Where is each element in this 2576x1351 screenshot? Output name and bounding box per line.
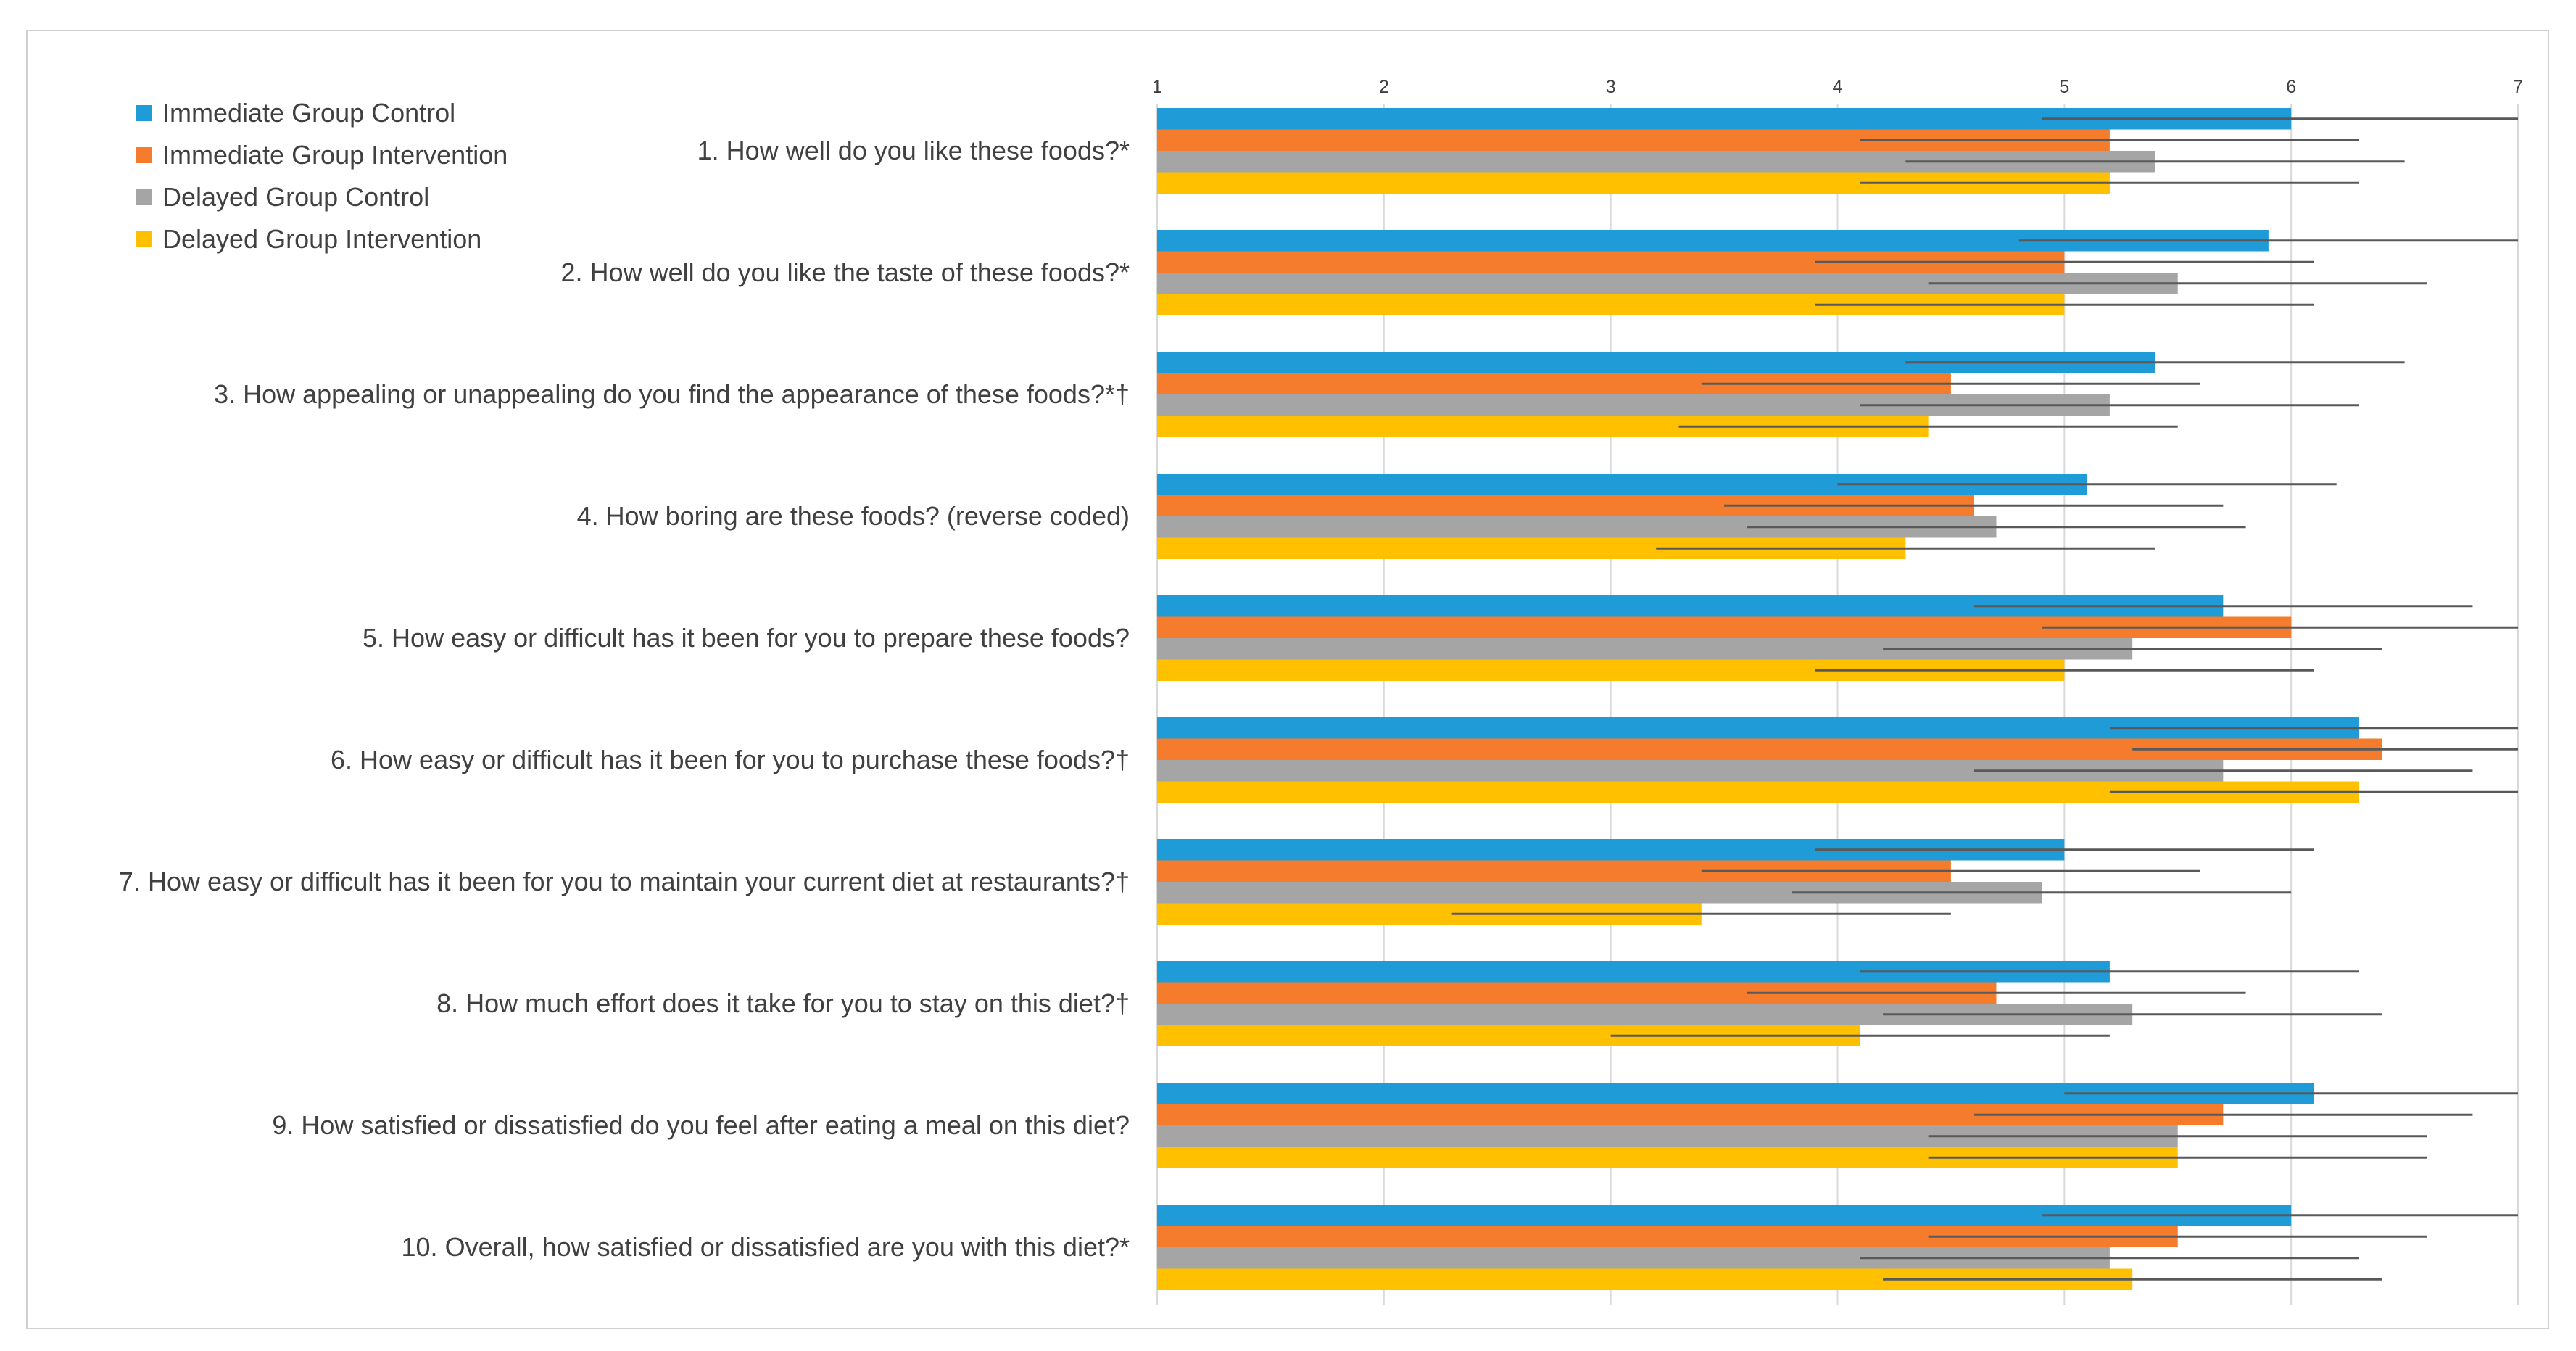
x-tick-label: 7 bbox=[2513, 77, 2523, 97]
category-label: 1. How well do you like these foods?* bbox=[697, 136, 1130, 165]
tick-label-layer: 1 2 3 4 5 6 7 bbox=[1152, 77, 2523, 97]
bar-chart: 1. How well do you like these foods?* 2. … bbox=[119, 77, 2523, 1305]
x-tick-label: 6 bbox=[2286, 77, 2296, 97]
legend-item: Delayed Group Control bbox=[136, 176, 508, 218]
category-label: 8. How much effort does it take for you … bbox=[436, 988, 1130, 1018]
category-label: 6. How easy or difficult has it been for… bbox=[331, 745, 1130, 774]
category-label: 3. How appealing or unappealing do you f… bbox=[214, 379, 1130, 409]
category-label: 5. How easy or difficult has it been for… bbox=[363, 623, 1130, 653]
legend-item: Delayed Group Intervention bbox=[136, 218, 508, 260]
legend-item: Immediate Group Intervention bbox=[136, 134, 508, 176]
category-label: 7. How easy or difficult has it been for… bbox=[119, 867, 1130, 896]
category-label-layer: 1. How well do you like these foods?* 2. … bbox=[119, 136, 1130, 1262]
legend-item: Immediate Group Control bbox=[136, 92, 508, 134]
category-label: 10. Overall, how satisfied or dissatisfi… bbox=[402, 1232, 1130, 1262]
category-label: 2. How well do you like the taste of the… bbox=[561, 257, 1130, 287]
x-tick-label: 4 bbox=[1833, 77, 1843, 97]
category-label: 9. How satisfied or dissatisfied do you … bbox=[272, 1110, 1130, 1140]
legend-label: Delayed Group Control bbox=[162, 182, 430, 212]
legend-label: Immediate Group Control bbox=[162, 98, 456, 128]
x-tick-label: 3 bbox=[1606, 77, 1616, 97]
legend-swatch bbox=[136, 105, 152, 121]
legend: Immediate Group Control Immediate Group … bbox=[136, 92, 508, 260]
x-tick-label: 5 bbox=[2059, 77, 2069, 97]
bar-layer bbox=[1157, 108, 2382, 1290]
legend-swatch bbox=[136, 189, 152, 205]
x-tick-label: 2 bbox=[1379, 77, 1389, 97]
legend-label: Delayed Group Intervention bbox=[162, 224, 482, 254]
legend-label: Immediate Group Intervention bbox=[162, 140, 508, 170]
legend-swatch bbox=[136, 147, 152, 163]
chart-frame: 1. How well do you like these foods?* 2. … bbox=[26, 30, 2549, 1329]
x-tick-label: 1 bbox=[1152, 77, 1162, 97]
category-label: 4. How boring are these foods? (reverse … bbox=[577, 501, 1130, 531]
error-bar-layer bbox=[1451, 117, 2518, 1281]
legend-swatch bbox=[136, 231, 152, 247]
